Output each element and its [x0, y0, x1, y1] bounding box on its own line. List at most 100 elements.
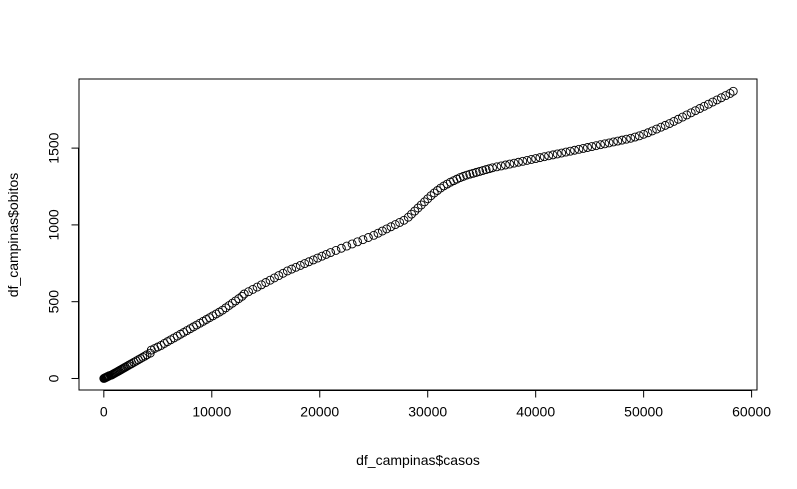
data-point-63 — [227, 298, 237, 308]
data-point-149 — [574, 144, 584, 154]
data-point-145 — [557, 148, 567, 158]
data-point-172 — [673, 114, 683, 124]
data-point-140 — [535, 153, 545, 163]
y-axis: 0 500 1000 1500 — [46, 132, 79, 382]
data-point-67 — [239, 289, 249, 299]
data-point-91 — [347, 239, 357, 249]
data-point-85 — [317, 251, 327, 261]
data-point-72 — [261, 278, 271, 287]
data-point-94 — [363, 233, 373, 242]
data-point-107 — [416, 200, 426, 210]
data-point-174 — [682, 110, 692, 120]
data-point-75 — [274, 271, 284, 281]
data-point-77 — [282, 266, 292, 276]
data-point-103 — [403, 212, 413, 222]
data-point-104 — [407, 209, 416, 219]
data-point-88 — [331, 245, 341, 255]
data-point-80 — [295, 261, 305, 270]
data-point-156 — [604, 138, 614, 148]
x-tick-label-3: 30000 — [408, 404, 447, 420]
data-point-127 — [481, 165, 491, 175]
data-point-142 — [544, 151, 554, 161]
data-point-164 — [639, 129, 649, 139]
data-point-169 — [660, 120, 670, 130]
y-axis-label: df_campinas$obitos — [5, 173, 21, 298]
data-point-154 — [596, 140, 605, 150]
x-tick-label-5: 50000 — [624, 404, 663, 420]
data-point-180 — [708, 97, 718, 107]
data-point-136 — [518, 156, 528, 166]
data-point-34 — [138, 352, 148, 362]
data-point-185 — [728, 86, 738, 96]
data-point-176 — [691, 106, 700, 116]
data-point-171 — [669, 116, 679, 126]
data-point-168 — [656, 122, 666, 132]
y-tick-label-0: 0 — [46, 374, 62, 382]
data-point-147 — [565, 146, 575, 156]
data-point-158 — [613, 136, 623, 146]
data-point-66 — [237, 291, 247, 301]
data-point-108 — [420, 197, 429, 207]
data-point-106 — [413, 203, 423, 213]
data-point-76 — [278, 268, 288, 278]
data-point-65 — [234, 294, 244, 304]
data-points — [99, 86, 738, 383]
data-point-98 — [382, 224, 392, 234]
data-point-33 — [136, 354, 145, 363]
data-point-86 — [321, 249, 331, 259]
data-point-160 — [621, 134, 631, 144]
data-point-137 — [522, 155, 532, 165]
data-point-95 — [369, 230, 379, 240]
data-point-183 — [721, 91, 731, 101]
data-point-181 — [712, 95, 722, 105]
x-tick-label-2: 20000 — [300, 404, 339, 420]
data-point-162 — [630, 132, 640, 142]
data-point-64 — [231, 296, 240, 306]
data-point-150 — [578, 143, 588, 153]
data-point-122 — [465, 169, 475, 179]
data-point-124 — [471, 167, 481, 177]
data-point-178 — [699, 101, 709, 111]
data-point-35 — [140, 351, 150, 361]
data-point-138 — [526, 155, 536, 164]
data-point-131 — [496, 161, 506, 171]
data-point-105 — [410, 206, 420, 216]
x-tick-label-1: 10000 — [192, 404, 231, 420]
x-tick-label-4: 40000 — [516, 404, 555, 420]
data-point-83 — [308, 255, 318, 265]
data-point-126 — [478, 166, 488, 175]
data-point-182 — [716, 93, 726, 103]
data-point-92 — [353, 237, 362, 247]
data-point-78 — [287, 264, 297, 274]
data-point-134 — [509, 158, 519, 168]
data-point-84 — [313, 253, 323, 263]
y-tick-label-3: 1500 — [46, 132, 62, 163]
data-point-139 — [531, 154, 541, 164]
data-point-177 — [695, 104, 705, 113]
data-point-175 — [686, 108, 696, 118]
data-point-141 — [539, 152, 549, 162]
data-point-151 — [583, 143, 592, 152]
data-point-165 — [643, 128, 653, 138]
data-point-157 — [608, 137, 618, 147]
data-point-129 — [488, 163, 497, 173]
data-point-132 — [501, 160, 510, 170]
data-point-161 — [626, 133, 636, 143]
data-point-97 — [377, 226, 387, 236]
data-point-123 — [468, 168, 478, 178]
data-point-62 — [224, 301, 234, 310]
data-point-110 — [426, 191, 436, 201]
data-point-179 — [703, 99, 713, 109]
data-point-111 — [429, 188, 439, 198]
y-tick-label-1: 500 — [46, 290, 62, 314]
data-point-101 — [395, 217, 405, 227]
data-point-81 — [300, 259, 310, 269]
data-point-89 — [336, 243, 346, 253]
data-point-70 — [252, 282, 262, 292]
data-point-100 — [390, 220, 400, 230]
data-point-99 — [386, 222, 396, 232]
data-point-159 — [617, 135, 627, 145]
data-point-109 — [423, 194, 433, 204]
